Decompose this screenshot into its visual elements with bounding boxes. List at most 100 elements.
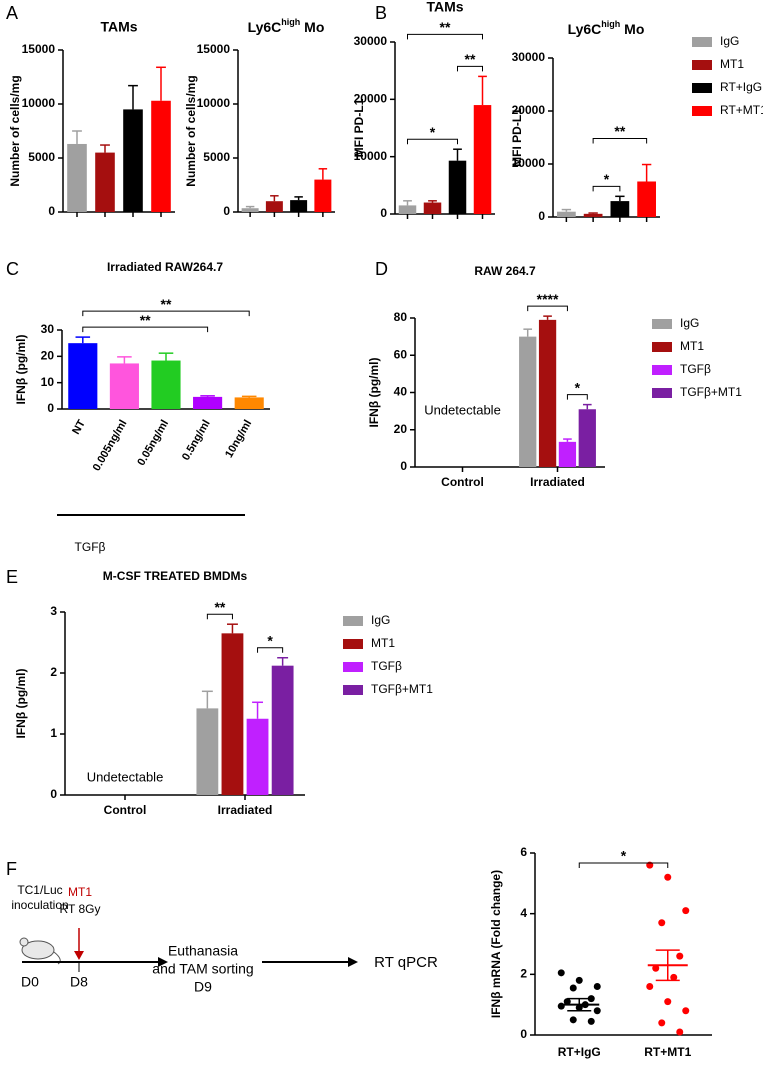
bar [637,181,656,217]
timeline: TC1/Luc inoculation MT1 RT 8Gy D0 D8 Eut… [11,883,438,995]
point [652,964,660,972]
legend-label: TGFβ [371,659,402,673]
significance-label: * [575,379,581,395]
y-tick-label: 10000 [197,96,231,110]
bar [221,633,244,795]
significance-bracket [566,394,588,400]
bar [314,179,332,212]
point [593,1007,601,1015]
y-tick-label: 10000 [512,156,546,170]
x-tick-label: NT [70,418,88,437]
legend-swatch [692,83,712,93]
y-tick-label: 60 [394,347,408,361]
legend-label: TGFβ+MT1 [680,385,742,399]
annotation: Undetectable [87,769,164,784]
timeline-label: MT1 [68,885,92,899]
point [682,1007,690,1015]
point [682,907,690,915]
bar [578,409,596,467]
mouse-ear [19,937,29,947]
panel-label: D [375,259,388,279]
bar [519,336,537,467]
timeline-label: and TAM sorting [152,961,253,977]
significance-label: * [267,632,273,648]
bar [290,200,308,212]
y-tick-label: 10000 [354,149,388,163]
y-tick-label: 15000 [22,42,56,56]
y-tick-label: 0 [50,787,57,801]
x-tick-label: 0.5ng/ml [180,418,213,463]
bar [193,396,223,409]
x-tick-label: Irradiated [530,475,585,489]
chart-title: Ly6Chigh Mo [248,17,325,34]
y-tick-label: 0 [400,459,407,473]
y-tick-label: 15000 [197,42,231,56]
timeline-label: RT qPCR [374,954,438,971]
title-part: Mo [300,19,324,35]
y-tick-label: 10000 [22,96,56,110]
legend-swatch [652,319,672,329]
y-tick-label: 20000 [354,92,388,106]
legend-swatch [692,60,712,70]
significance-bracket [457,65,483,72]
y-tick-label: 4 [520,906,527,920]
point [676,1028,684,1036]
mouse-tail [53,951,61,965]
point [563,998,571,1006]
timeline-label: TC1/Luc [17,883,62,897]
y-tick-label: 0 [47,401,54,415]
y-tick-label: 40 [394,385,408,399]
timeline-label: D9 [194,979,212,995]
x-tick-label: 0.05ng/ml [135,418,171,468]
legend-swatch [652,365,672,375]
bar [558,441,577,467]
legend-swatch [343,662,363,672]
bar [151,100,171,212]
mouse-icon [21,940,55,960]
legend-label: RT+IgG [720,80,762,94]
significance-bracket [257,647,284,653]
point [658,919,666,927]
significance-label: ** [465,51,476,67]
title-part: Mo [620,21,644,37]
significance-bracket [82,326,209,333]
bar [557,211,576,217]
y-tick-label: 10 [41,375,55,389]
x-tick-label: RT+MT1 [644,1045,691,1059]
significance-label: ** [140,312,151,328]
significance-bracket [407,138,458,145]
significance-label: * [604,171,610,187]
significance-label: ** [440,19,451,35]
point [569,1016,577,1024]
point [646,982,654,990]
y-tick-label: 0 [380,206,387,220]
timeline-label: inoculation [11,898,68,912]
point [569,984,577,992]
bar [610,201,630,217]
point [670,973,678,981]
bar [67,143,87,212]
y-tick-label: 0 [538,209,545,223]
point [676,952,684,960]
y-tick-label: 30 [41,322,55,336]
significance-bracket [578,862,669,868]
bar [241,208,259,212]
y-tick-label: 1 [50,726,57,740]
panel-label: F [6,859,17,879]
legend-label: IgG [371,613,390,627]
timeline-label: D8 [70,974,88,990]
legend-label: MT1 [371,636,395,650]
bar [423,202,442,214]
title-part: Ly6C [568,21,602,37]
chart-title: Ly6Chigh Mo [568,19,645,36]
bar [68,343,98,409]
bar [583,213,603,217]
point [593,982,601,990]
panel-label: B [375,3,387,23]
legend-swatch [652,388,672,398]
group-label: TGFβ [75,540,106,554]
legend-label: TGFβ [680,362,711,376]
legend-swatch [343,616,363,626]
y-tick-label: 2 [50,665,57,679]
y-tick-label: 20 [394,422,408,436]
